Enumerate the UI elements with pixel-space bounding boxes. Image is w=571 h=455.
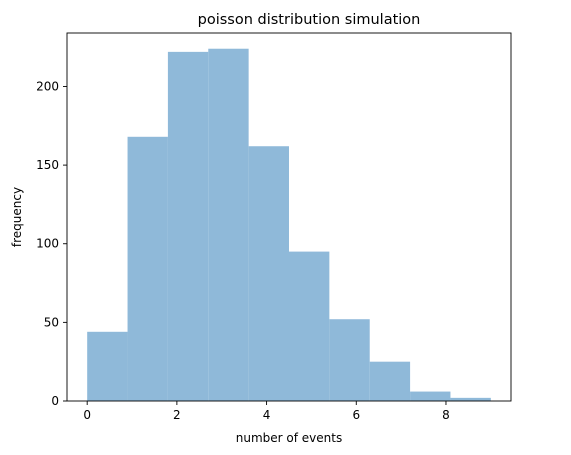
x-tick-label-3: 6 xyxy=(352,408,360,422)
plot-frame xyxy=(66,32,512,402)
x-tick-label-1: 2 xyxy=(173,408,181,422)
y-tick-label-1: 50 xyxy=(44,315,59,329)
y-tick-label-4: 200 xyxy=(36,79,59,93)
histogram-bar-8 xyxy=(410,391,451,401)
bars-group xyxy=(87,48,491,402)
histogram-bar-4 xyxy=(248,146,289,401)
histogram-bar-6 xyxy=(329,319,370,401)
chart-title: poisson distribution simulation xyxy=(198,12,421,28)
histogram-bar-2 xyxy=(167,51,209,401)
histogram-bar-3 xyxy=(208,48,249,401)
x-axis-ticks: 0 2 4 6 8 xyxy=(83,401,450,422)
histogram-bar-0 xyxy=(87,331,128,401)
histogram-bar-5 xyxy=(289,251,330,401)
y-tick-label-3: 150 xyxy=(36,158,59,172)
x-axis-label: number of events xyxy=(236,431,342,445)
histogram-bar-9 xyxy=(450,397,491,401)
x-tick-label-4: 8 xyxy=(442,408,450,422)
histogram-bar-7 xyxy=(369,361,411,401)
y-tick-label-0: 0 xyxy=(51,394,59,408)
y-axis-ticks: 0 50 100 150 200 xyxy=(36,79,67,408)
histogram-bar-1 xyxy=(127,136,168,402)
x-tick-label-2: 4 xyxy=(263,408,271,422)
x-tick-label-0: 0 xyxy=(83,408,91,422)
y-tick-label-2: 100 xyxy=(36,237,59,251)
y-axis-label: frequency xyxy=(10,187,24,247)
